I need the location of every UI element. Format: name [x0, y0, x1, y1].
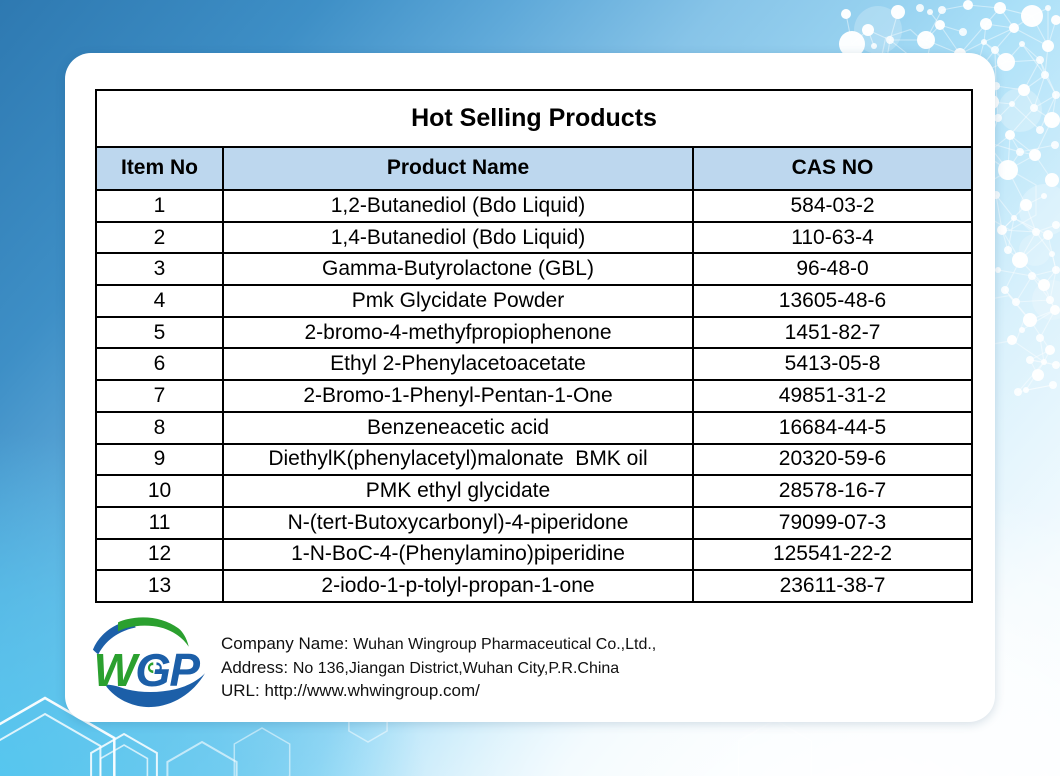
- svg-text:WGP: WGP: [93, 644, 200, 696]
